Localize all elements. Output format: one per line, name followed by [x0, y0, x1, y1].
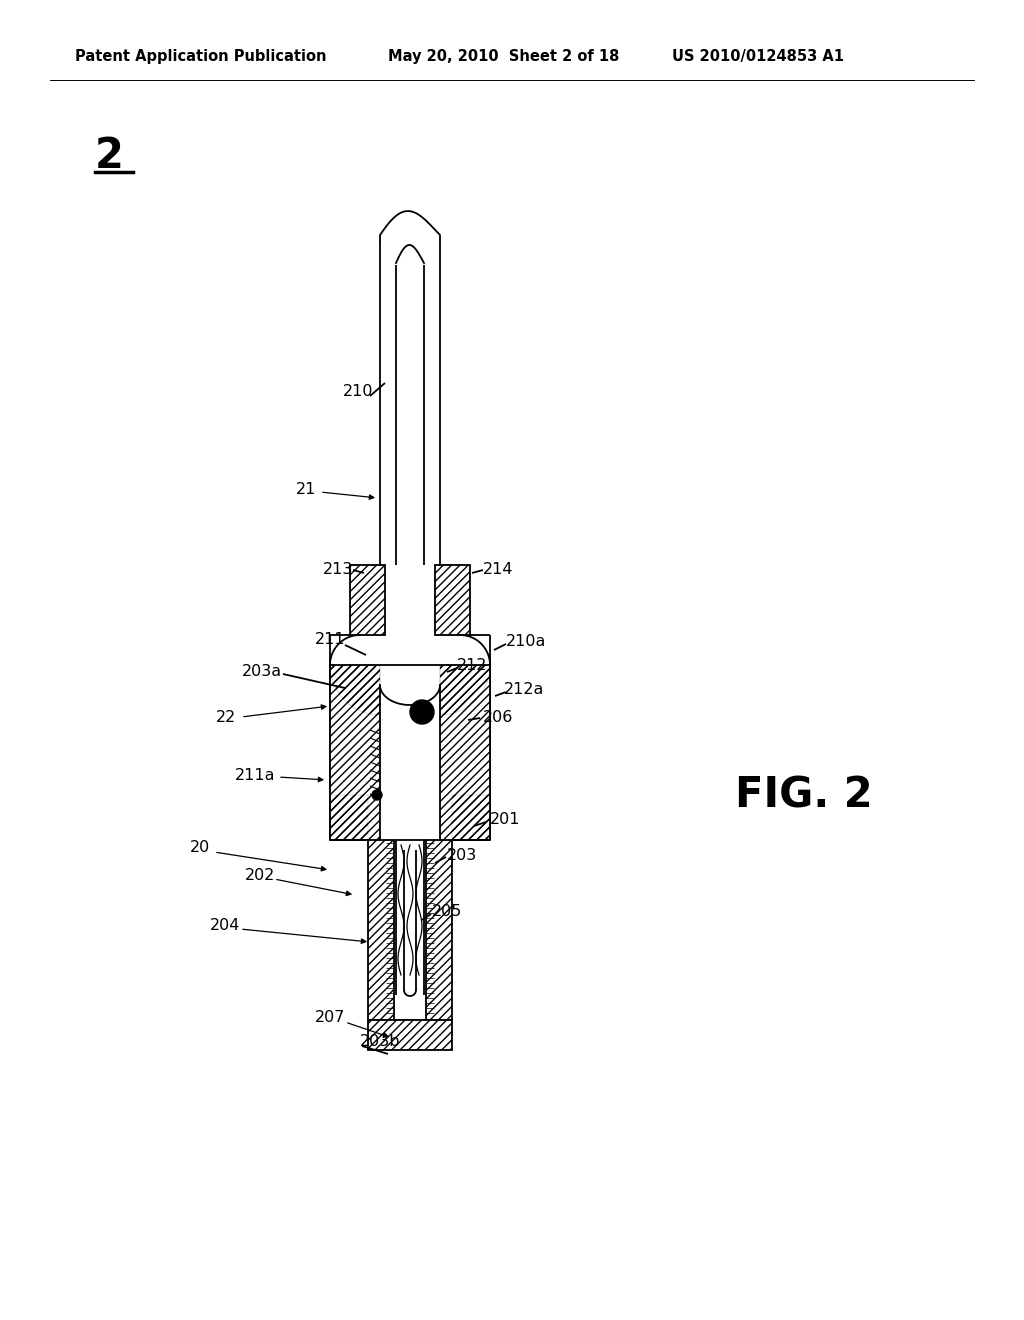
Text: 20: 20	[189, 841, 210, 855]
Text: 203a: 203a	[242, 664, 282, 680]
Text: 211: 211	[314, 632, 345, 648]
Bar	[330, 665, 380, 840]
Text: 210a: 210a	[506, 634, 546, 648]
Text: 207: 207	[314, 1011, 345, 1026]
Text: 203: 203	[446, 847, 477, 862]
Text: 212a: 212a	[504, 682, 544, 697]
Bar	[330, 665, 490, 840]
Bar	[452, 795, 490, 840]
Text: 201: 201	[489, 813, 520, 828]
Bar	[435, 565, 470, 635]
Text: 2: 2	[95, 135, 124, 177]
Text: 212: 212	[457, 659, 487, 673]
Text: 214: 214	[482, 562, 513, 578]
Circle shape	[410, 700, 434, 723]
Text: US 2010/0124853 A1: US 2010/0124853 A1	[672, 49, 844, 65]
Text: 22: 22	[216, 710, 237, 726]
Bar	[426, 840, 452, 1020]
Bar	[368, 1020, 452, 1049]
Text: 211a: 211a	[234, 767, 275, 783]
Text: FIG. 2: FIG. 2	[735, 774, 872, 816]
Bar	[350, 565, 385, 635]
Text: 21: 21	[296, 483, 316, 498]
Text: 213: 213	[323, 562, 353, 578]
Bar	[368, 840, 394, 1020]
Text: 203b: 203b	[359, 1035, 400, 1049]
Bar	[440, 665, 490, 840]
Text: 204: 204	[210, 917, 241, 932]
Bar	[330, 795, 368, 840]
Text: 205: 205	[432, 904, 462, 920]
Circle shape	[372, 789, 382, 800]
Text: 206: 206	[482, 710, 513, 726]
Text: 202: 202	[245, 867, 275, 883]
Bar	[350, 565, 385, 635]
Bar	[435, 565, 470, 635]
Text: 210: 210	[343, 384, 374, 400]
Bar	[368, 1020, 452, 1049]
Text: Patent Application Publication: Patent Application Publication	[75, 49, 327, 65]
Text: May 20, 2010  Sheet 2 of 18: May 20, 2010 Sheet 2 of 18	[388, 49, 620, 65]
